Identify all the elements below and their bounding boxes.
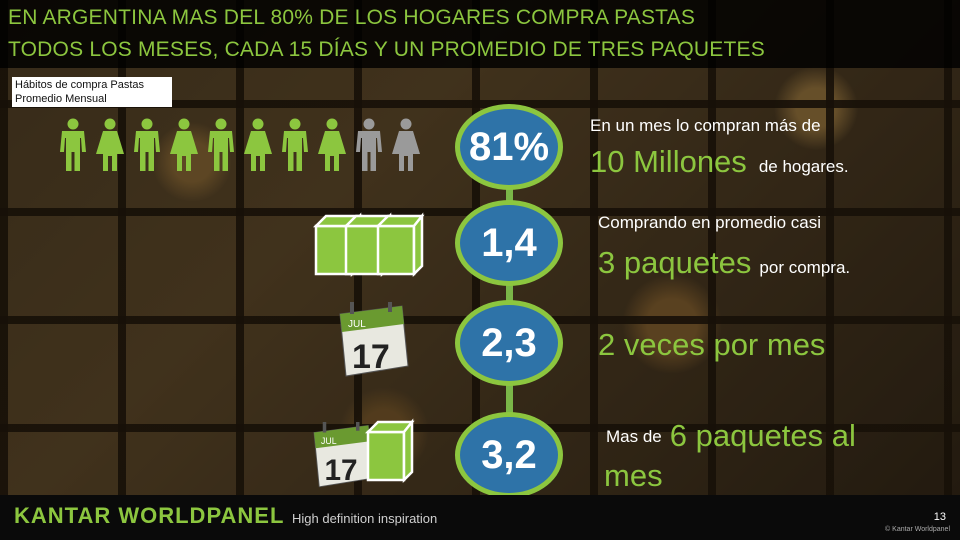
woman-icon xyxy=(96,118,124,171)
metric-circle-packs-per-month: 3,2 xyxy=(455,412,563,498)
row4-prefix: Mas de xyxy=(606,427,662,446)
calendar-month: JUL xyxy=(348,319,366,330)
row1-highlight-line: 10 Millones de hogares. xyxy=(590,144,849,180)
man-icon xyxy=(134,118,160,171)
people-icons xyxy=(56,118,436,173)
package-boxes-icon xyxy=(312,212,425,278)
row1-highlight: 10 Millones xyxy=(590,144,747,179)
row3-highlight: 2 veces por mes xyxy=(598,327,826,362)
metric-circle-penetration: 81% xyxy=(455,104,563,190)
footer: KANTAR WORLDPANEL High definition inspir… xyxy=(0,495,960,540)
subtitle-box: Hábitos de compra Pastas Promedio Mensua… xyxy=(12,77,172,107)
metric-circle-frequency: 2,3 xyxy=(455,300,563,386)
row1-suffix: de hogares. xyxy=(758,157,849,176)
man-icon xyxy=(208,118,234,171)
row2-text: Comprando en promedio casi xyxy=(598,213,822,232)
row2-highlight: 3 paquetes xyxy=(598,245,752,280)
row2-highlight-line: 3 paquetes por compra. xyxy=(598,245,850,281)
row4-line: Mas de 6 paquetes al xyxy=(606,418,856,454)
subtitle-line-2: Promedio Mensual xyxy=(15,93,107,105)
brand-logo: KANTAR WORLDPANEL xyxy=(14,503,285,528)
woman-icon xyxy=(170,118,198,171)
row1-text: En un mes lo compran más de xyxy=(590,116,821,135)
man-icon xyxy=(356,118,382,171)
woman-icon xyxy=(392,118,420,171)
man-icon xyxy=(60,118,86,171)
man-icon xyxy=(282,118,308,171)
page-number: 13 xyxy=(933,511,946,523)
woman-icon xyxy=(244,118,272,171)
calendar-day: 17 xyxy=(352,338,390,376)
woman-icon xyxy=(318,118,346,171)
metric-circle-packs-per-trip: 1,4 xyxy=(455,200,563,286)
row4-highlight: 6 paquetes al xyxy=(669,418,856,453)
subtitle-line-1: Hábitos de compra Pastas xyxy=(15,79,145,91)
package-box-icon xyxy=(364,418,415,484)
title-line-1: EN ARGENTINA MAS DEL 80% DE LOS HOGARES … xyxy=(8,6,696,29)
title-line-2: TODOS LOS MESES, CADA 15 DÍAS Y UN PROME… xyxy=(8,38,765,61)
tagline: High definition inspiration xyxy=(292,511,438,526)
calendar-small-day: 17 xyxy=(325,454,358,487)
row2-suffix: por compra. xyxy=(759,258,851,277)
calendar-small-month: JUL xyxy=(321,436,337,446)
row4-highlight-2: mes xyxy=(604,458,663,493)
copyright: © Kantar Worldpanel xyxy=(885,526,950,533)
calendar-icon: JUL 17 xyxy=(339,302,409,377)
calendar-small-icon: JUL 17 xyxy=(313,422,374,488)
title-bar: EN ARGENTINA MAS DEL 80% DE LOS HOGARES … xyxy=(0,0,960,68)
